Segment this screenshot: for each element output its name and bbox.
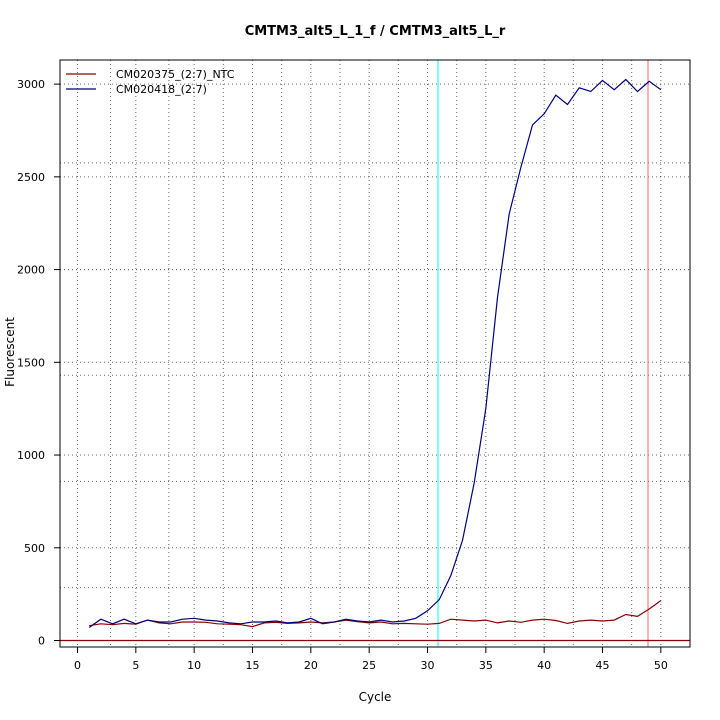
x-tick-label: 35: [479, 659, 493, 672]
plot-frame: [59, 59, 691, 648]
x-tick-label: 15: [246, 659, 260, 672]
legend-label-0: CM020375_(2:7)_NTC: [116, 68, 235, 81]
gridlines: [60, 60, 690, 647]
y-tick-label: 1000: [17, 449, 45, 462]
x-tick-label: 40: [537, 659, 551, 672]
x-axis-label: Cycle: [359, 690, 392, 704]
legend: CM020375_(2:7)_NTC CM020418_(2:7): [66, 68, 235, 96]
x-tick-label: 25: [362, 659, 376, 672]
series-line-1: [88, 78, 662, 628]
series-lines: [88, 78, 662, 628]
y-tick-label: 2000: [17, 264, 45, 277]
y-axis-label: Fluorescent: [3, 317, 17, 387]
y-tick-label: 2500: [17, 171, 45, 184]
y-tick-label: 500: [24, 542, 45, 555]
y-tick-label: 3000: [17, 78, 45, 91]
reference-lines: [60, 60, 690, 647]
legend-label-1: CM020418_(2:7): [116, 83, 207, 96]
x-tick-label: 45: [596, 659, 610, 672]
x-tick-label: 5: [132, 659, 139, 672]
series-line-0: [89, 600, 662, 628]
x-tick-label: 10: [187, 659, 201, 672]
y-axis: 0 500 1000 1500 2000 2500 3000: [17, 78, 60, 648]
x-tick-label: 20: [304, 659, 318, 672]
x-axis: 0 5 10 15 20 25 30 35 40 45 50: [74, 647, 668, 672]
x-tick-label: 50: [654, 659, 668, 672]
y-tick-label: 1500: [17, 356, 45, 369]
x-tick-label: 30: [421, 659, 435, 672]
y-tick-label: 0: [38, 635, 45, 648]
x-tick-label: 0: [74, 659, 81, 672]
chart-title: CMTM3_alt5_L_1_f / CMTM3_alt5_L_r: [245, 24, 506, 39]
